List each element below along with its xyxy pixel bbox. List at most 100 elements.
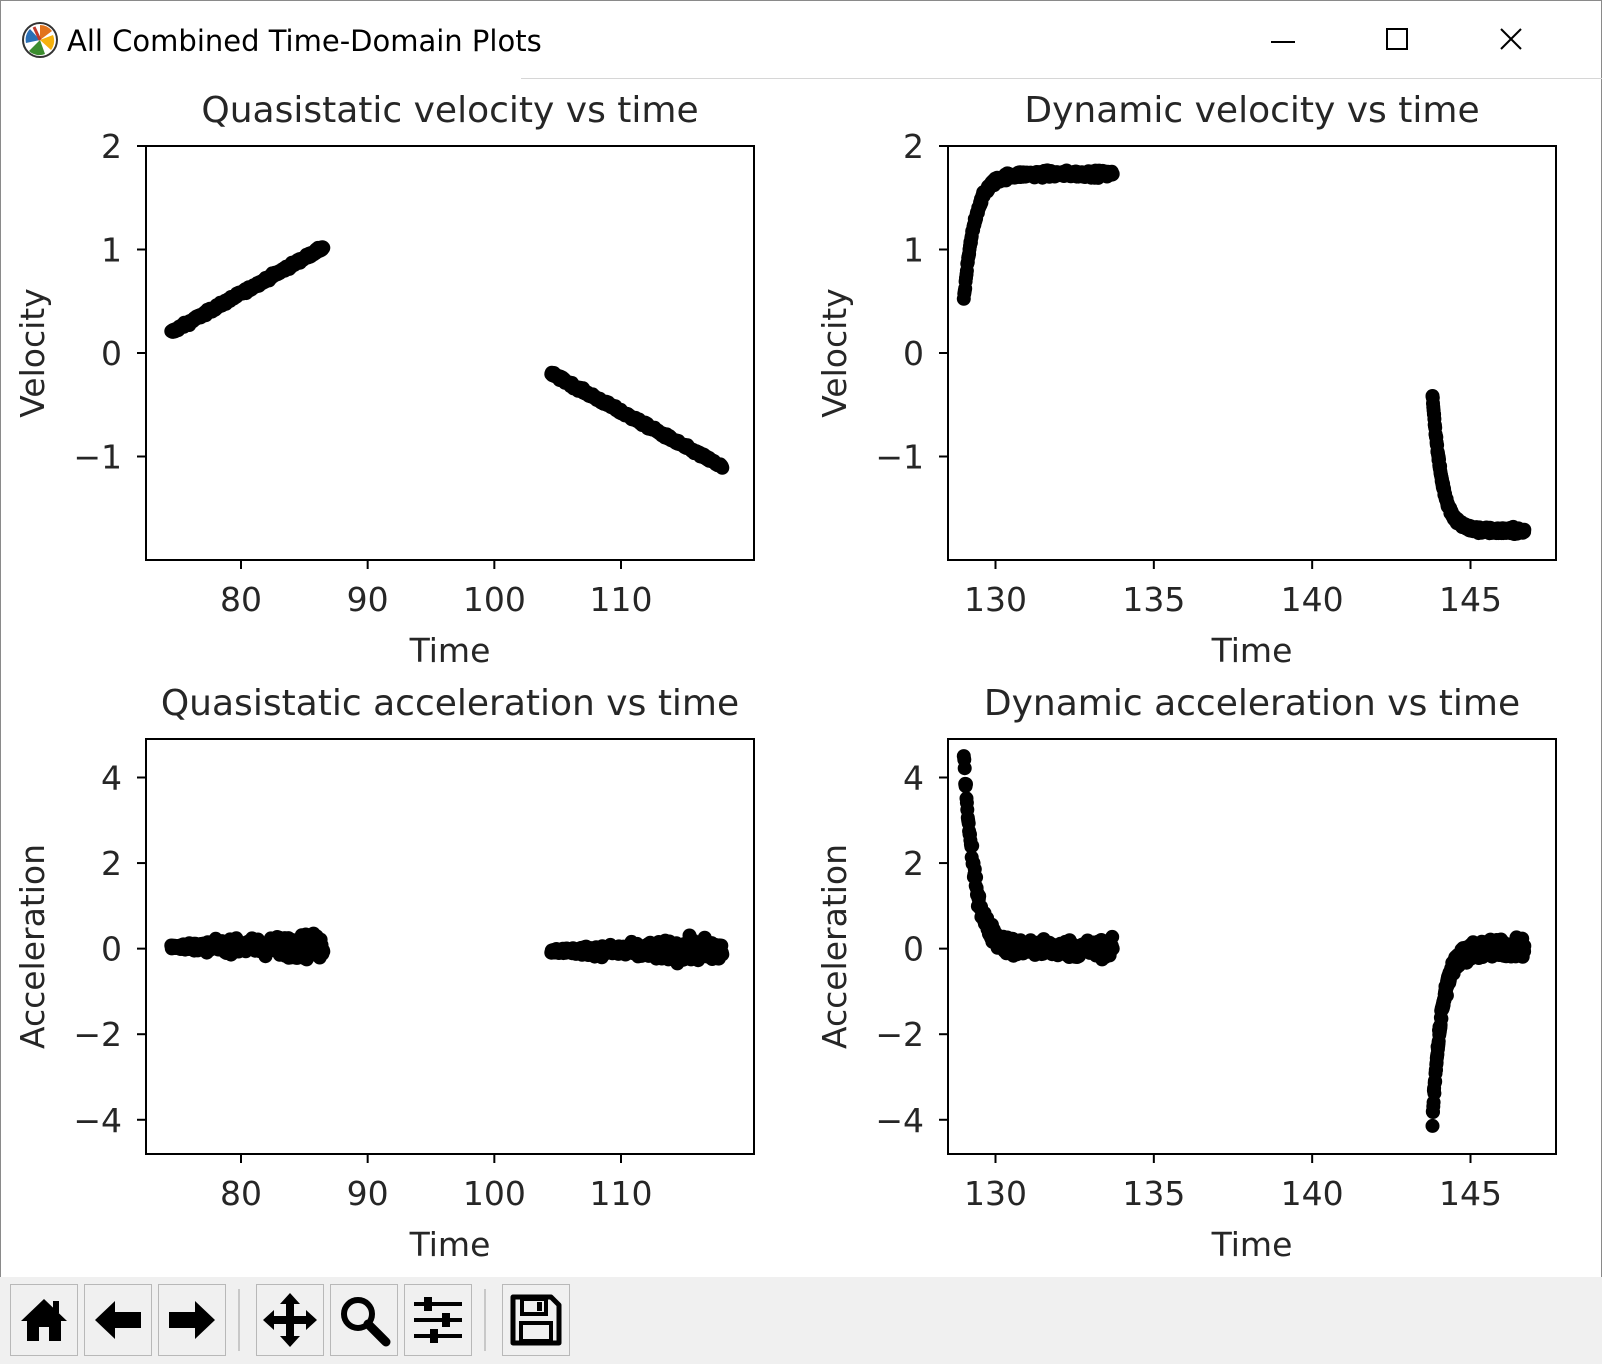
y-tick-label: 4 [903, 759, 924, 798]
x-tick-label: 130 [964, 580, 1027, 619]
subplot-title: Quasistatic acceleration vs time [161, 683, 739, 724]
navigation-toolbar [0, 1277, 1602, 1364]
close-button[interactable] [1481, 11, 1541, 67]
data-point [715, 460, 730, 475]
x-tick-label: 145 [1439, 580, 1502, 619]
x-tick-label: 80 [220, 580, 262, 619]
data-point [957, 761, 972, 776]
data-point [715, 947, 730, 962]
y-tick-label: 4 [101, 759, 122, 798]
y-tick-label: 1 [903, 231, 924, 270]
close-icon [1500, 28, 1522, 50]
floppy-disk-icon [510, 1294, 562, 1346]
maximize-button[interactable] [1367, 11, 1427, 67]
zoom-button[interactable] [330, 1284, 398, 1356]
axes-frame [145, 145, 755, 561]
matplotlib-logo-icon [21, 21, 59, 59]
x-tick-label: 140 [1281, 1174, 1344, 1213]
data-point [1105, 167, 1120, 181]
data-point [965, 838, 980, 853]
y-tick-label: −1 [875, 438, 924, 477]
x-tick-label: 140 [1281, 580, 1344, 619]
pan-button[interactable] [256, 1284, 324, 1356]
sliders-icon [414, 1297, 462, 1343]
toolbar-separator [238, 1289, 240, 1351]
x-axis-label: Time [409, 1225, 491, 1264]
x-axis-label: Time [1211, 1225, 1293, 1264]
scatter-series [956, 749, 1532, 1133]
y-tick-label: 2 [101, 127, 122, 166]
configure-subplots-button[interactable] [404, 1284, 472, 1356]
data-point [1427, 1086, 1442, 1101]
minimize-button[interactable] [1253, 11, 1313, 67]
y-axis-label: Acceleration [815, 844, 854, 1049]
data-point [1425, 1118, 1440, 1133]
x-tick-label: 100 [463, 1174, 526, 1213]
magnifier-icon [341, 1297, 391, 1347]
y-tick-label: −4 [73, 1101, 122, 1140]
x-tick-label: 145 [1439, 1174, 1502, 1213]
x-tick-label: 90 [347, 1174, 389, 1213]
data-point [1105, 941, 1120, 956]
x-axis-label: Time [1211, 631, 1293, 670]
subplot-3: Quasistatic acceleration vs time 80 90 100 1… [13, 683, 755, 1264]
move-icon [263, 1293, 317, 1347]
title-bar[interactable]: All Combined Time-Domain Plots [1, 1, 1601, 79]
subplot-1: Quasistatic velocity vs time 80 90 100 110 −1… [13, 90, 755, 670]
arrow-right-icon [169, 1301, 215, 1339]
x-tick-label: 110 [590, 1174, 653, 1213]
subplot-title: Quasistatic velocity vs time [201, 90, 698, 131]
y-tick-label: 2 [903, 127, 924, 166]
x-tick-label: 135 [1122, 580, 1185, 619]
x-tick-label: 100 [463, 580, 526, 619]
y-tick-label: −4 [875, 1101, 924, 1140]
maximize-icon [1386, 28, 1408, 50]
y-tick-label: 0 [903, 930, 924, 969]
data-point [1517, 939, 1532, 953]
axes-frame [947, 145, 1557, 561]
minimize-icon [1271, 41, 1295, 43]
data-point [1105, 929, 1120, 944]
subplot-title: Dynamic velocity vs time [1024, 90, 1479, 131]
y-tick-label: 2 [903, 844, 924, 883]
y-axis-label: Velocity [13, 288, 52, 417]
data-point [969, 870, 984, 885]
back-button[interactable] [84, 1284, 152, 1356]
home-button[interactable] [10, 1284, 78, 1356]
scatter-series [164, 926, 730, 971]
toolbar-separator [484, 1289, 486, 1351]
y-tick-label: 0 [903, 334, 924, 373]
forward-button[interactable] [158, 1284, 226, 1356]
x-axis-label: Time [409, 631, 491, 670]
subplot-2: Dynamic velocity vs time 130 135 140 145 −1 0 1… [815, 90, 1557, 670]
window-title: All Combined Time-Domain Plots [67, 24, 542, 58]
subplot-4: Dynamic acceleration vs time 130 135 140 145… [815, 683, 1557, 1264]
x-tick-label: 90 [347, 580, 389, 619]
subplot-title: Dynamic acceleration vs time [984, 683, 1520, 724]
title-divider [521, 78, 1602, 79]
home-icon [21, 1299, 67, 1341]
data-point [959, 777, 973, 792]
scatter-series [164, 240, 730, 475]
y-axis-label: Acceleration [13, 844, 52, 1049]
y-tick-label: −2 [73, 1015, 122, 1054]
x-tick-label: 130 [964, 1174, 1027, 1213]
y-tick-label: −2 [875, 1015, 924, 1054]
data-point [1517, 522, 1532, 537]
axes-frame [947, 738, 1557, 1155]
y-tick-label: −1 [73, 438, 122, 477]
axes-frame [145, 738, 755, 1155]
data-point [316, 240, 331, 255]
y-tick-label: 0 [101, 930, 122, 969]
x-tick-label: 110 [590, 580, 653, 619]
scatter-series [956, 163, 1532, 541]
y-tick-label: 2 [101, 844, 122, 883]
x-tick-label: 135 [1122, 1174, 1185, 1213]
y-tick-label: 1 [101, 231, 122, 270]
y-axis-label: Velocity [815, 288, 854, 417]
arrow-left-icon [95, 1301, 141, 1339]
save-button[interactable] [502, 1284, 570, 1356]
y-tick-label: 0 [101, 334, 122, 373]
